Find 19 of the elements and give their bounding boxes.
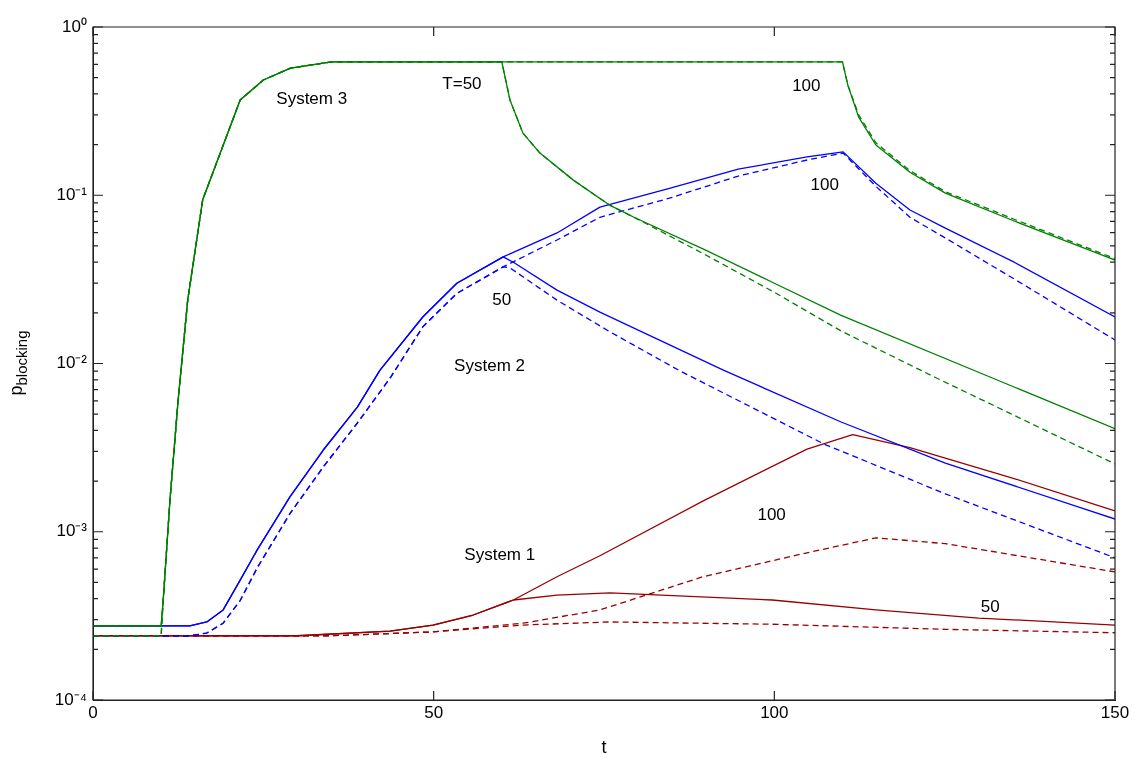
x-tick-label: 100 — [760, 702, 789, 722]
y-tick-label: 10⁻⁴ — [54, 689, 87, 709]
x-tick-label: 50 — [424, 702, 444, 722]
x-axis-title: t — [601, 737, 607, 758]
y-tick-label: 10⁻³ — [56, 521, 88, 541]
annotation: T=50 — [442, 73, 482, 93]
annotation: System 2 — [454, 355, 525, 375]
x-tick-label: 0 — [88, 702, 98, 722]
y-tick-label: 10⁰ — [62, 16, 87, 36]
y-tick-label: 10⁻² — [56, 353, 88, 373]
annotation: System 3 — [276, 89, 348, 109]
annotation: System 1 — [464, 544, 536, 564]
annotation: 50 — [980, 596, 1000, 616]
annotation: 50 — [492, 289, 512, 309]
x-tick-label: 150 — [1100, 702, 1130, 722]
annotation: 100 — [810, 174, 839, 194]
annotation: 100 — [792, 75, 821, 95]
y-tick-label: 10⁻¹ — [56, 184, 88, 204]
annotation: 100 — [757, 504, 786, 524]
